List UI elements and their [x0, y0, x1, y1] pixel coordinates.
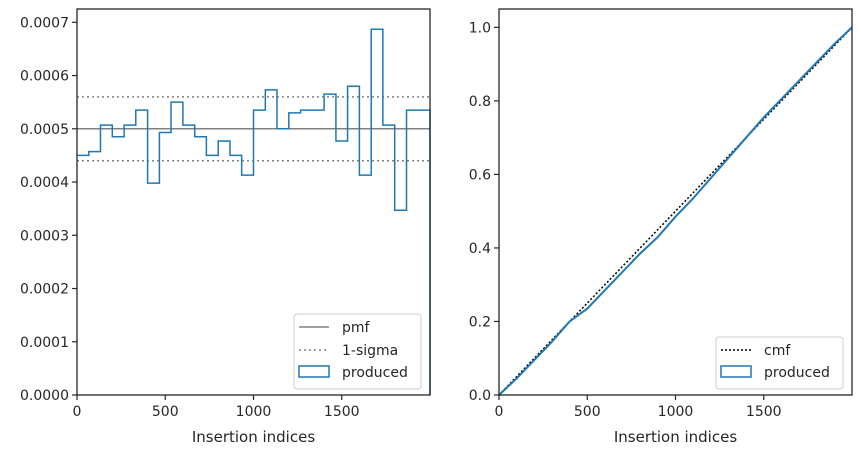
legend-produced-swatch-right [720, 365, 752, 378]
histogram-y-tick-label: 0.0005 [20, 122, 69, 138]
cmf-x-tick-label: 1000 [658, 404, 694, 420]
legend-produced-swatch [298, 365, 330, 378]
legend-pmf-label: pmf [342, 320, 371, 336]
histogram-x-ticks: 0 500 1000 1500 [73, 395, 360, 420]
legend-produced-label: produced [342, 365, 408, 381]
cmf-legend: cmf produced [715, 336, 844, 390]
cmf-y-tick-label: 0.6 [469, 167, 491, 183]
cmf-x-axis-label: Insertion indices [614, 428, 737, 446]
histogram-x-tick-label: 1500 [324, 404, 360, 420]
histogram-x-tick-label: 0 [73, 404, 82, 420]
histogram-y-tick-label: 0.0007 [20, 15, 69, 31]
histogram-x-axis-label: Insertion indices [192, 428, 315, 446]
histogram-y-tick-label: 0.0001 [20, 335, 69, 351]
histogram-y-ticks: 0.0000 0.0001 0.0002 0.0003 0.0004 0.0005 0.00… [20, 15, 77, 404]
histogram-y-tick-label: 0.0004 [20, 175, 69, 191]
cmf-y-tick-label: 1.0 [469, 20, 491, 36]
cmf-y-tick-label: 0.8 [469, 94, 491, 110]
cmf-x-tick-label: 500 [574, 404, 601, 420]
histogram-y-tick-label: 0.0002 [20, 282, 69, 298]
cmf-panel: 0 500 1000 1500 0.0 0.2 0.4 0.6 0.8 1.0 Insertio… [469, 8, 853, 446]
cmf-y-ticks: 0.0 0.2 0.4 0.6 0.8 1.0 [469, 20, 499, 404]
histogram-y-tick-label: 0.0006 [20, 69, 69, 85]
histogram-y-tick-label: 0.0000 [20, 388, 69, 404]
cmf-x-tick-label: 0 [495, 404, 504, 420]
histogram-x-tick-label: 500 [152, 404, 179, 420]
produced-step-line [77, 28, 431, 395]
histogram-x-tick-label: 1000 [236, 404, 272, 420]
cmf-y-tick-label: 0.0 [469, 388, 491, 404]
histogram-y-tick-label: 0.0003 [20, 228, 69, 244]
histogram-legend: pmf 1-sigma produced [293, 313, 422, 390]
legend-produced-label-right: produced [764, 365, 830, 381]
cmf-legend-box [715, 336, 844, 390]
legend-1-sigma-label: 1-sigma [342, 343, 398, 359]
cmf-y-tick-label: 0.2 [469, 314, 491, 330]
histogram-legend-box [293, 313, 422, 390]
legend-cmf-label: cmf [764, 343, 791, 359]
cmf-x-tick-label: 1500 [746, 404, 782, 420]
cmf-x-ticks: 0 500 1000 1500 [495, 395, 782, 420]
produced-cumulative-line [498, 26, 853, 396]
cmf-y-tick-label: 0.4 [469, 241, 491, 257]
histogram-panel: 0 500 1000 1500 0.00000.00010.00020.00030.0… [20, 8, 431, 446]
